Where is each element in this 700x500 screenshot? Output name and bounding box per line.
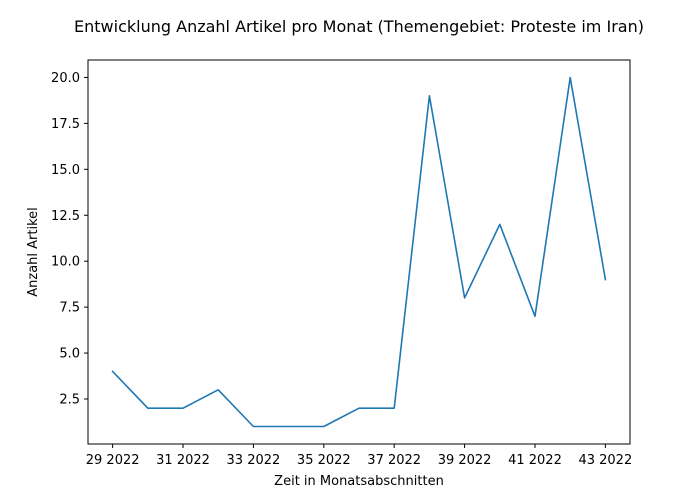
data-point	[427, 93, 432, 98]
data-point	[286, 424, 291, 429]
data-point	[568, 75, 573, 80]
x-tick-label: 39 2022	[438, 453, 492, 468]
data-point	[497, 222, 502, 227]
y-tick-label: 17.5	[51, 117, 80, 132]
y-tick-label: 10.0	[51, 255, 80, 270]
y-axis-label: Anzahl Artikel	[26, 207, 41, 297]
x-tick-label: 35 2022	[297, 453, 351, 468]
data-point	[321, 424, 326, 429]
data-point	[392, 406, 397, 411]
data-point	[145, 406, 150, 411]
x-tick-label: 31 2022	[156, 453, 210, 468]
chart-title: Entwicklung Anzahl Artikel pro Monat (Th…	[74, 17, 644, 36]
x-tick-label: 33 2022	[227, 453, 281, 468]
data-point	[603, 277, 608, 282]
x-tick-label: 29 2022	[86, 453, 140, 468]
y-tick-label: 7.5	[59, 301, 80, 316]
plot-area: 29 2022 31 2022 33 2022 35 2022 37 2022 39 20…	[51, 59, 632, 468]
y-tick-label: 5.0	[59, 347, 80, 362]
y-tick-label: 2.5	[59, 392, 80, 407]
data-point	[357, 406, 362, 411]
data-point	[181, 406, 186, 411]
y-tick-label: 20.0	[51, 71, 80, 86]
axes-frame	[87, 59, 631, 445]
data-point	[216, 387, 221, 392]
series-group	[110, 75, 608, 429]
y-axis-ticks: 2.5 5.0 7.5 10.0 12.5 15.0 17.5 20.0	[51, 71, 88, 407]
data-point	[251, 424, 256, 429]
y-tick-label: 12.5	[51, 209, 80, 224]
data-point	[532, 314, 537, 319]
x-axis-ticks: 29 2022 31 2022 33 2022 35 2022 37 2022 39 20…	[86, 444, 632, 468]
data-point	[462, 295, 467, 300]
x-tick-label: 43 2022	[578, 453, 632, 468]
x-tick-label: 37 2022	[367, 453, 421, 468]
x-axis-label: Zeit in Monatsabschnitten	[274, 474, 444, 489]
series-line	[111, 76, 607, 428]
y-tick-label: 15.0	[51, 163, 80, 178]
x-tick-label: 41 2022	[508, 453, 562, 468]
data-point	[110, 369, 115, 374]
